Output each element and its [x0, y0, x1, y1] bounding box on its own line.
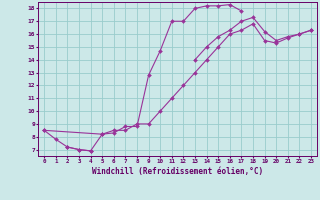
X-axis label: Windchill (Refroidissement éolien,°C): Windchill (Refroidissement éolien,°C)	[92, 167, 263, 176]
